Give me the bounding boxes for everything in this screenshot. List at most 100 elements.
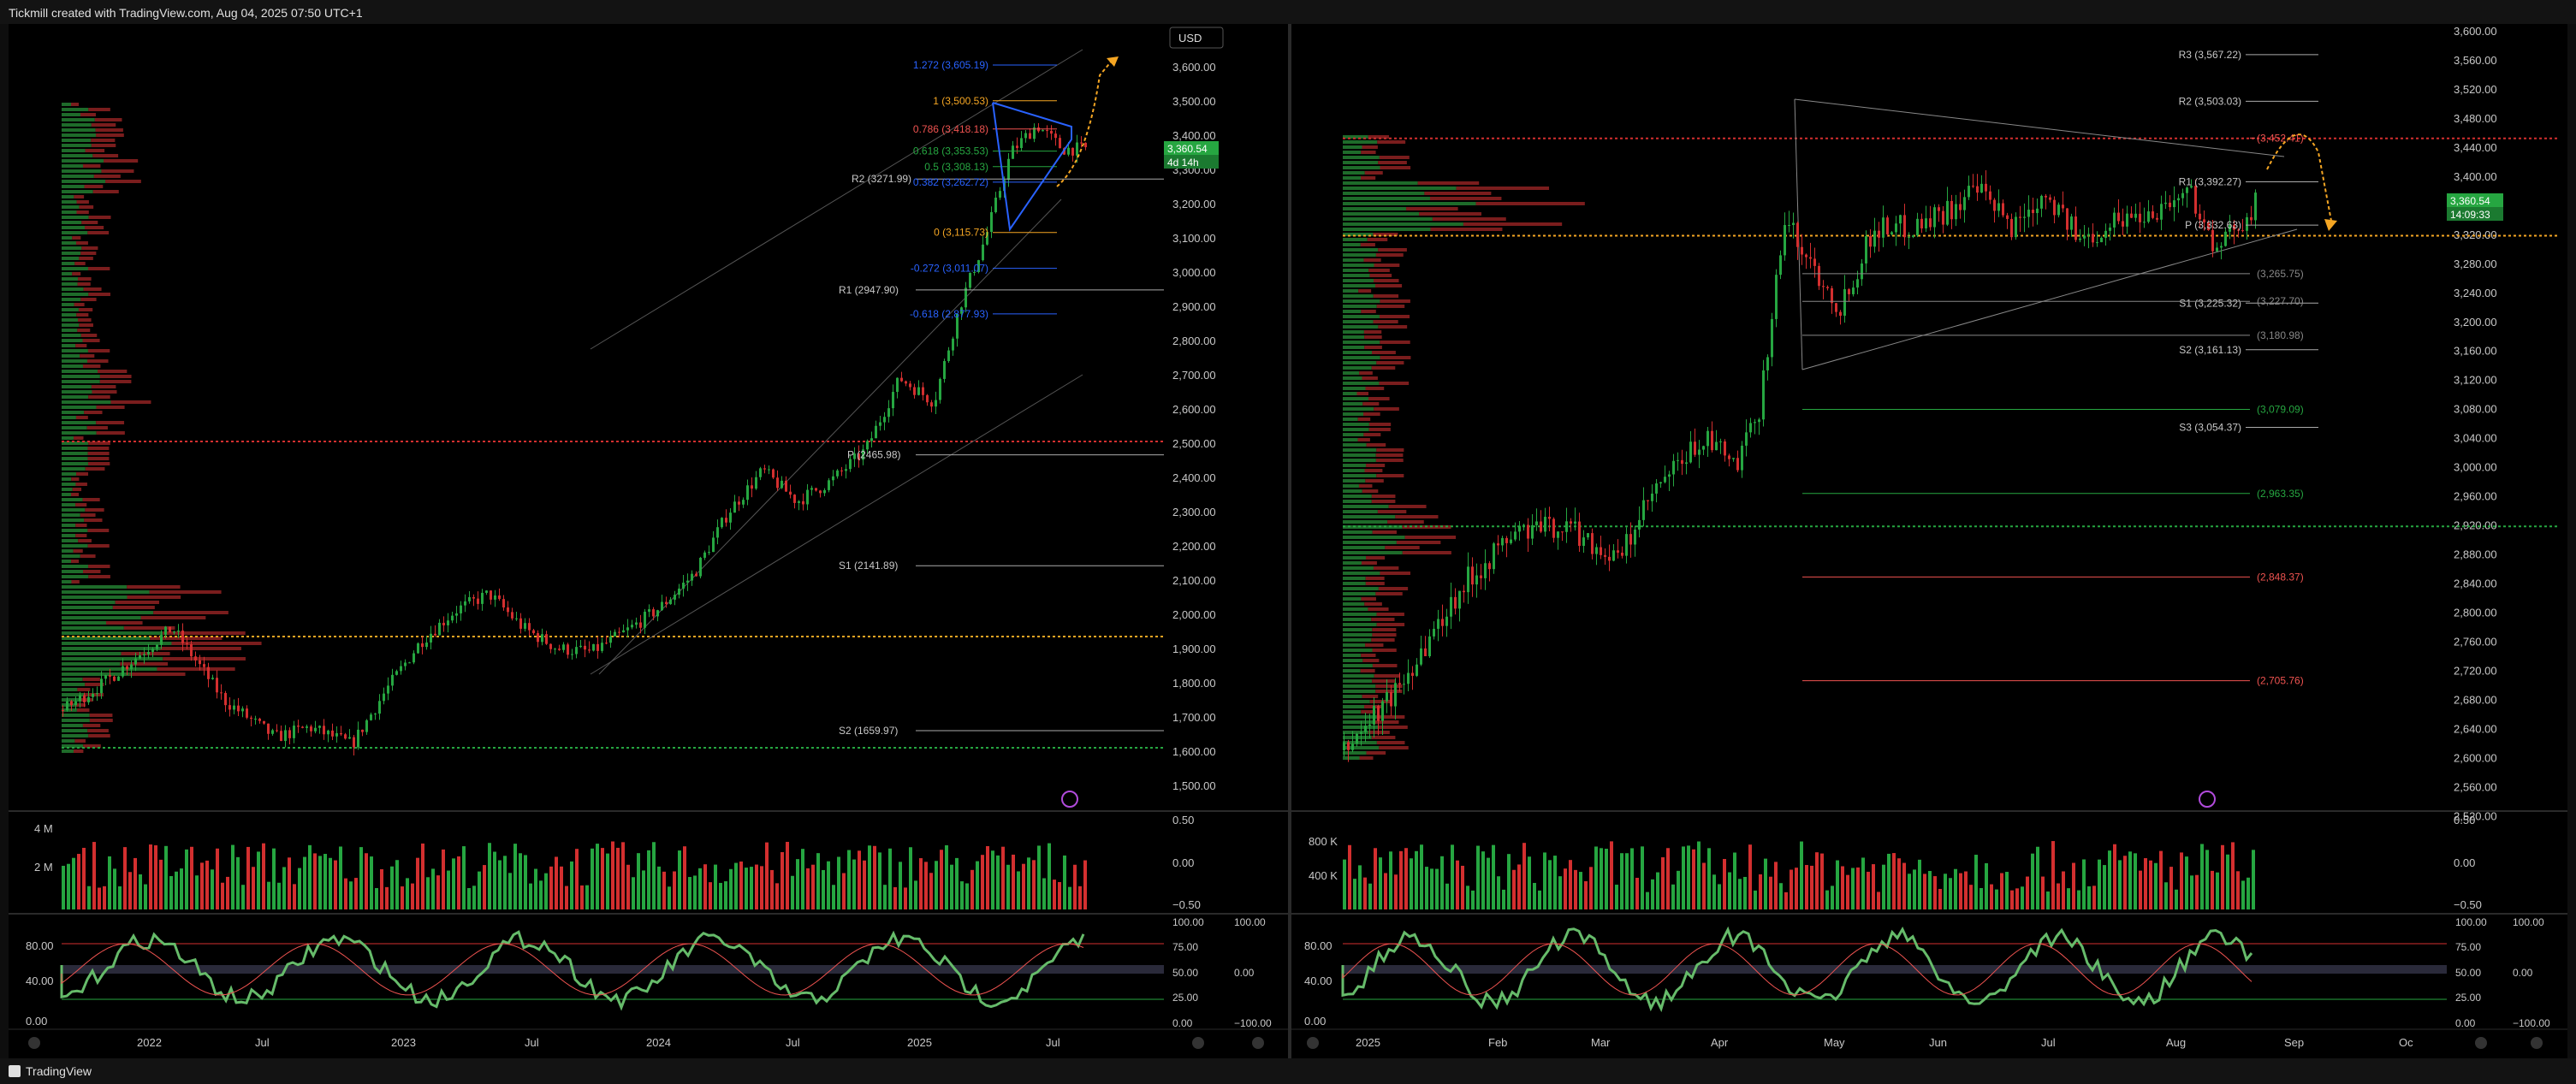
candle-body (1788, 225, 1790, 227)
volume-bar (560, 866, 563, 909)
volume-profile-bar (1343, 156, 1380, 159)
volume-bar (2205, 850, 2209, 909)
candle-body (323, 726, 325, 735)
pane-divider[interactable] (1288, 24, 1291, 1058)
candle-body (1916, 218, 1919, 236)
volume-bar (2241, 880, 2245, 909)
volume-profile-bar (1343, 428, 1369, 431)
candle-body (1976, 186, 1979, 193)
volume-bar (1363, 877, 1367, 909)
volume-bar (719, 882, 722, 909)
volume-profile-bar (1343, 505, 1389, 508)
time-axis-label: 2022 (137, 1036, 162, 1049)
volume-bar (1384, 873, 1387, 909)
volume-profile-bar (62, 221, 82, 224)
volume-profile-bar (1343, 269, 1369, 272)
candle-body (2023, 216, 2026, 218)
volume-bar (401, 886, 404, 909)
volume-bar (1006, 864, 1010, 909)
volume-bar (144, 884, 147, 909)
candle-body (220, 692, 223, 694)
volume-profile-bar (1361, 654, 1376, 657)
candle-body (635, 622, 638, 625)
volume-profile-bar (1343, 695, 1362, 698)
right-chart-pane[interactable]: 3,600.00 3,560.00 3,520.00 3,480.00 3,440.00… (1291, 24, 2567, 1058)
candle-body (400, 666, 402, 672)
candle-body (417, 643, 419, 654)
volume-bar (1522, 843, 1526, 909)
volume-profile-bar (62, 164, 83, 168)
candle-body (614, 631, 616, 637)
candle-body (421, 643, 424, 648)
candle-body (618, 631, 620, 633)
candle-body (1050, 130, 1053, 134)
candle-body (1591, 533, 1594, 554)
oscillator-secondary-label: −100.00 (1234, 1017, 1272, 1029)
candle-body (1612, 550, 1615, 561)
volume-profile-bar (1343, 566, 1374, 570)
price-axis-label: 3,600.00 (1172, 61, 1216, 74)
volume-profile-bar (72, 272, 81, 275)
volume-bar (791, 875, 794, 909)
scroll-left-icon (1307, 1037, 1319, 1049)
candle-body (1621, 552, 1623, 556)
volume-profile-bar (1372, 679, 1397, 683)
volume-bar (1779, 883, 1783, 909)
volume-profile-bar (75, 503, 87, 506)
volume-bar (991, 850, 994, 909)
volume-bar (2000, 873, 2003, 909)
candle-body (378, 701, 381, 714)
price-axis-label: 2,880.00 (2454, 548, 2497, 561)
volume-profile-bar (1343, 664, 1373, 667)
tradingview-logo: TradingView (9, 1064, 92, 1078)
candle-body (130, 664, 133, 670)
left-chart-svg[interactable]: 3,600.003,500.003,400.003,300.003,200.00… (9, 24, 1288, 1058)
candle-body (447, 620, 449, 625)
volume-profile-bar (62, 262, 75, 265)
candle-body (156, 644, 158, 649)
left-chart-pane[interactable]: 3,600.00 3,500.00 3,400.00 3,300.00 3,200.00… (9, 24, 1288, 1058)
volume-profile-bar (1378, 161, 1407, 164)
volume-bar (1784, 891, 1788, 909)
price-axis-label: 2,840.00 (2454, 578, 2497, 590)
volume-profile-bar (1373, 233, 1398, 236)
candle-body (1997, 203, 2000, 211)
candle-body (1548, 517, 1551, 519)
volume-bar (1949, 878, 1952, 909)
volume-bar (1625, 853, 1629, 909)
volume-bar (185, 849, 188, 909)
volume-bar (2031, 853, 2034, 909)
oscillator-band (1343, 965, 2447, 974)
candle-body (2224, 231, 2227, 246)
volume-profile-bar (62, 236, 73, 240)
volume-profile-bar (1456, 187, 1550, 190)
volume-bar (1620, 853, 1623, 909)
volume-bar (308, 844, 312, 909)
time-axis-label: Aug (2166, 1036, 2186, 1049)
volume-bar (503, 856, 507, 909)
volume-profile-bar (1343, 176, 1362, 180)
oscillator-secondary-label: 0.00 (1234, 967, 1255, 979)
volume-profile-bar (1343, 551, 1403, 554)
volume-profile-bar (84, 185, 104, 188)
candle-body (455, 613, 458, 616)
volume-bar (549, 866, 553, 909)
volume-bar (1892, 853, 1896, 909)
right-chart-svg[interactable]: 3,600.00 3,560.00 3,520.00 3,480.00 3,440.00… (1291, 24, 2567, 1058)
volume-profile-bar (1375, 459, 1404, 462)
candle-body (965, 287, 967, 308)
oscillator-secondary-label: 100.00 (1234, 916, 1266, 928)
volume-profile-bar (72, 236, 81, 240)
volume-bar (647, 850, 650, 909)
candle-body (1587, 533, 1589, 538)
candle-body (545, 634, 548, 644)
volume-profile-bar (1343, 325, 1379, 329)
volume-bar (801, 849, 804, 909)
volume-bar (996, 855, 1000, 909)
pivot-label-s3: S3 (3,054.37) (2179, 421, 2241, 433)
price-axis-label: 3,280.00 (2454, 258, 2497, 270)
candle-body (1467, 566, 1469, 593)
volume-profile-bar (62, 118, 95, 121)
volume-profile-bar (78, 308, 93, 311)
volume-profile-bar (149, 590, 222, 594)
